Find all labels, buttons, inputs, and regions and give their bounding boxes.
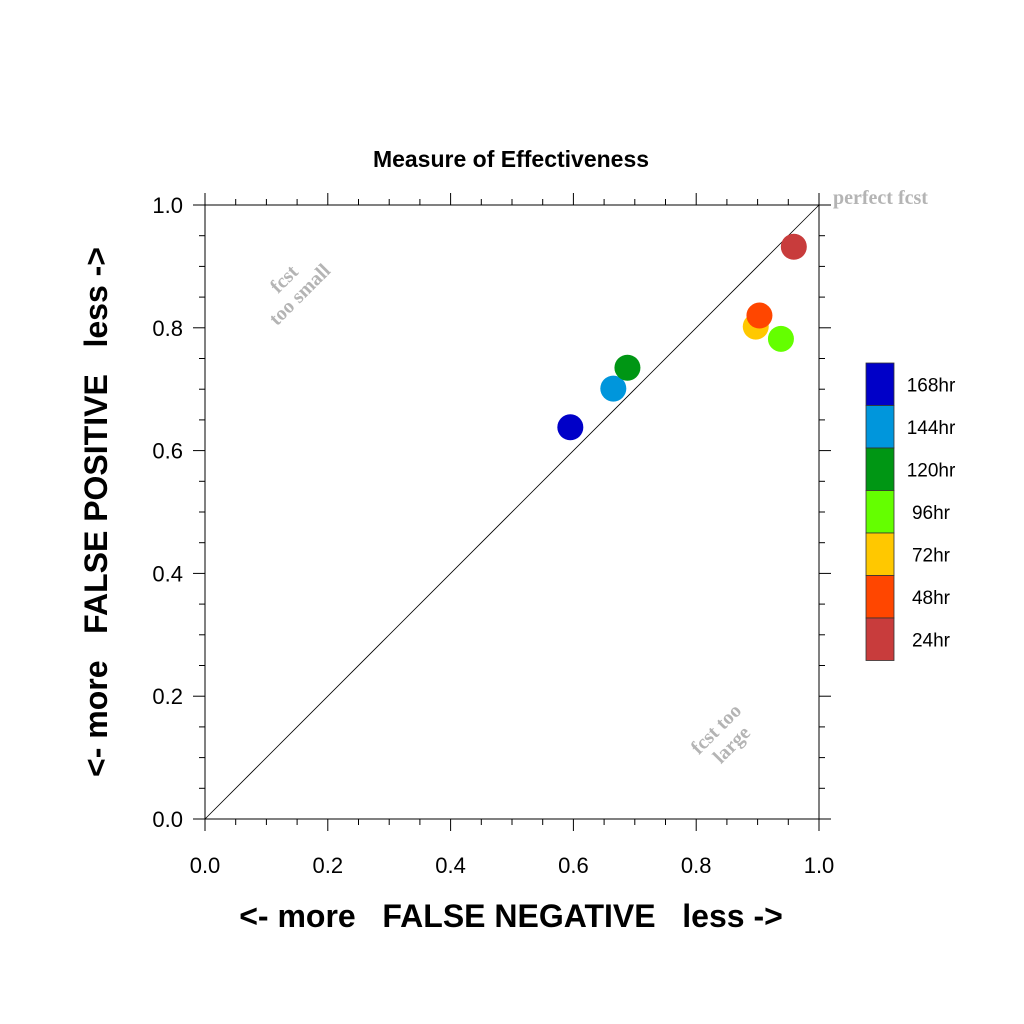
annotation-too-large: fcst too large <box>687 700 755 768</box>
minor-ticks <box>199 199 825 825</box>
chart-title: Measure of Effectiveness <box>373 146 649 172</box>
legend-label-24hr: 24hr <box>912 630 951 651</box>
data-point-144hr <box>600 375 627 402</box>
y-tick-label: 0.8 <box>152 316 183 341</box>
reference-diagonal-line <box>204 204 820 820</box>
data-point-168hr <box>557 414 584 441</box>
legend: 168hr 144hr 120hr 96hr 72hr 48hr 24hr <box>865 362 956 661</box>
major-ticks <box>193 193 831 831</box>
data-points <box>557 233 807 441</box>
legend-label-120hr: 120hr <box>907 460 956 481</box>
data-point-120hr <box>614 354 641 381</box>
data-point-96hr <box>767 325 794 352</box>
y-tick-label: 0.0 <box>152 807 183 832</box>
annotation-too-small: fcst too small <box>265 260 335 330</box>
annotation-perfect-forecast: perfect fcst <box>833 187 928 209</box>
x-tick-label: 0.6 <box>558 853 589 878</box>
legend-label-168hr: 168hr <box>907 375 956 396</box>
x-axis-title: <- more FALSE NEGATIVE less -> <box>239 898 783 934</box>
x-tick-label: 1.0 <box>804 853 835 878</box>
legend-label-96hr: 96hr <box>912 503 951 524</box>
legend-swatch-96hr <box>865 490 895 534</box>
legend-swatch-72hr <box>865 532 895 576</box>
x-tick-label: 0.8 <box>681 853 712 878</box>
y-tick-label: 1.0 <box>152 193 183 218</box>
plot-area: 0.0 0.2 0.4 0.6 0.8 1.0 0.0 0.2 0.4 0.6 0.8 1.0 <box>152 193 834 878</box>
legend-swatch-144hr <box>865 405 895 449</box>
y-tick-labels: 0.0 0.2 0.4 0.6 0.8 1.0 <box>152 193 183 832</box>
legend-swatch-168hr <box>865 362 895 406</box>
data-point-24hr <box>780 233 807 260</box>
x-tick-label: 0.2 <box>313 853 344 878</box>
y-tick-label: 0.6 <box>152 439 183 464</box>
legend-swatch-48hr <box>865 575 895 619</box>
x-tick-labels: 0.0 0.2 0.4 0.6 0.8 1.0 <box>190 853 835 878</box>
x-tick-label: 0.0 <box>190 853 221 878</box>
y-axis-title: <- more FALSE POSITIVE less -> <box>78 247 114 777</box>
data-point-48hr <box>746 302 773 329</box>
legend-swatch-24hr <box>865 617 895 661</box>
legend-swatch-120hr <box>865 447 895 491</box>
x-tick-label: 0.4 <box>435 853 466 878</box>
legend-label-72hr: 72hr <box>912 545 951 566</box>
annotation-too-small-line2: too small <box>265 260 335 330</box>
legend-label-48hr: 48hr <box>912 588 951 609</box>
legend-label-144hr: 144hr <box>907 418 956 439</box>
y-tick-label: 0.2 <box>152 684 183 709</box>
y-tick-label: 0.4 <box>152 561 183 586</box>
